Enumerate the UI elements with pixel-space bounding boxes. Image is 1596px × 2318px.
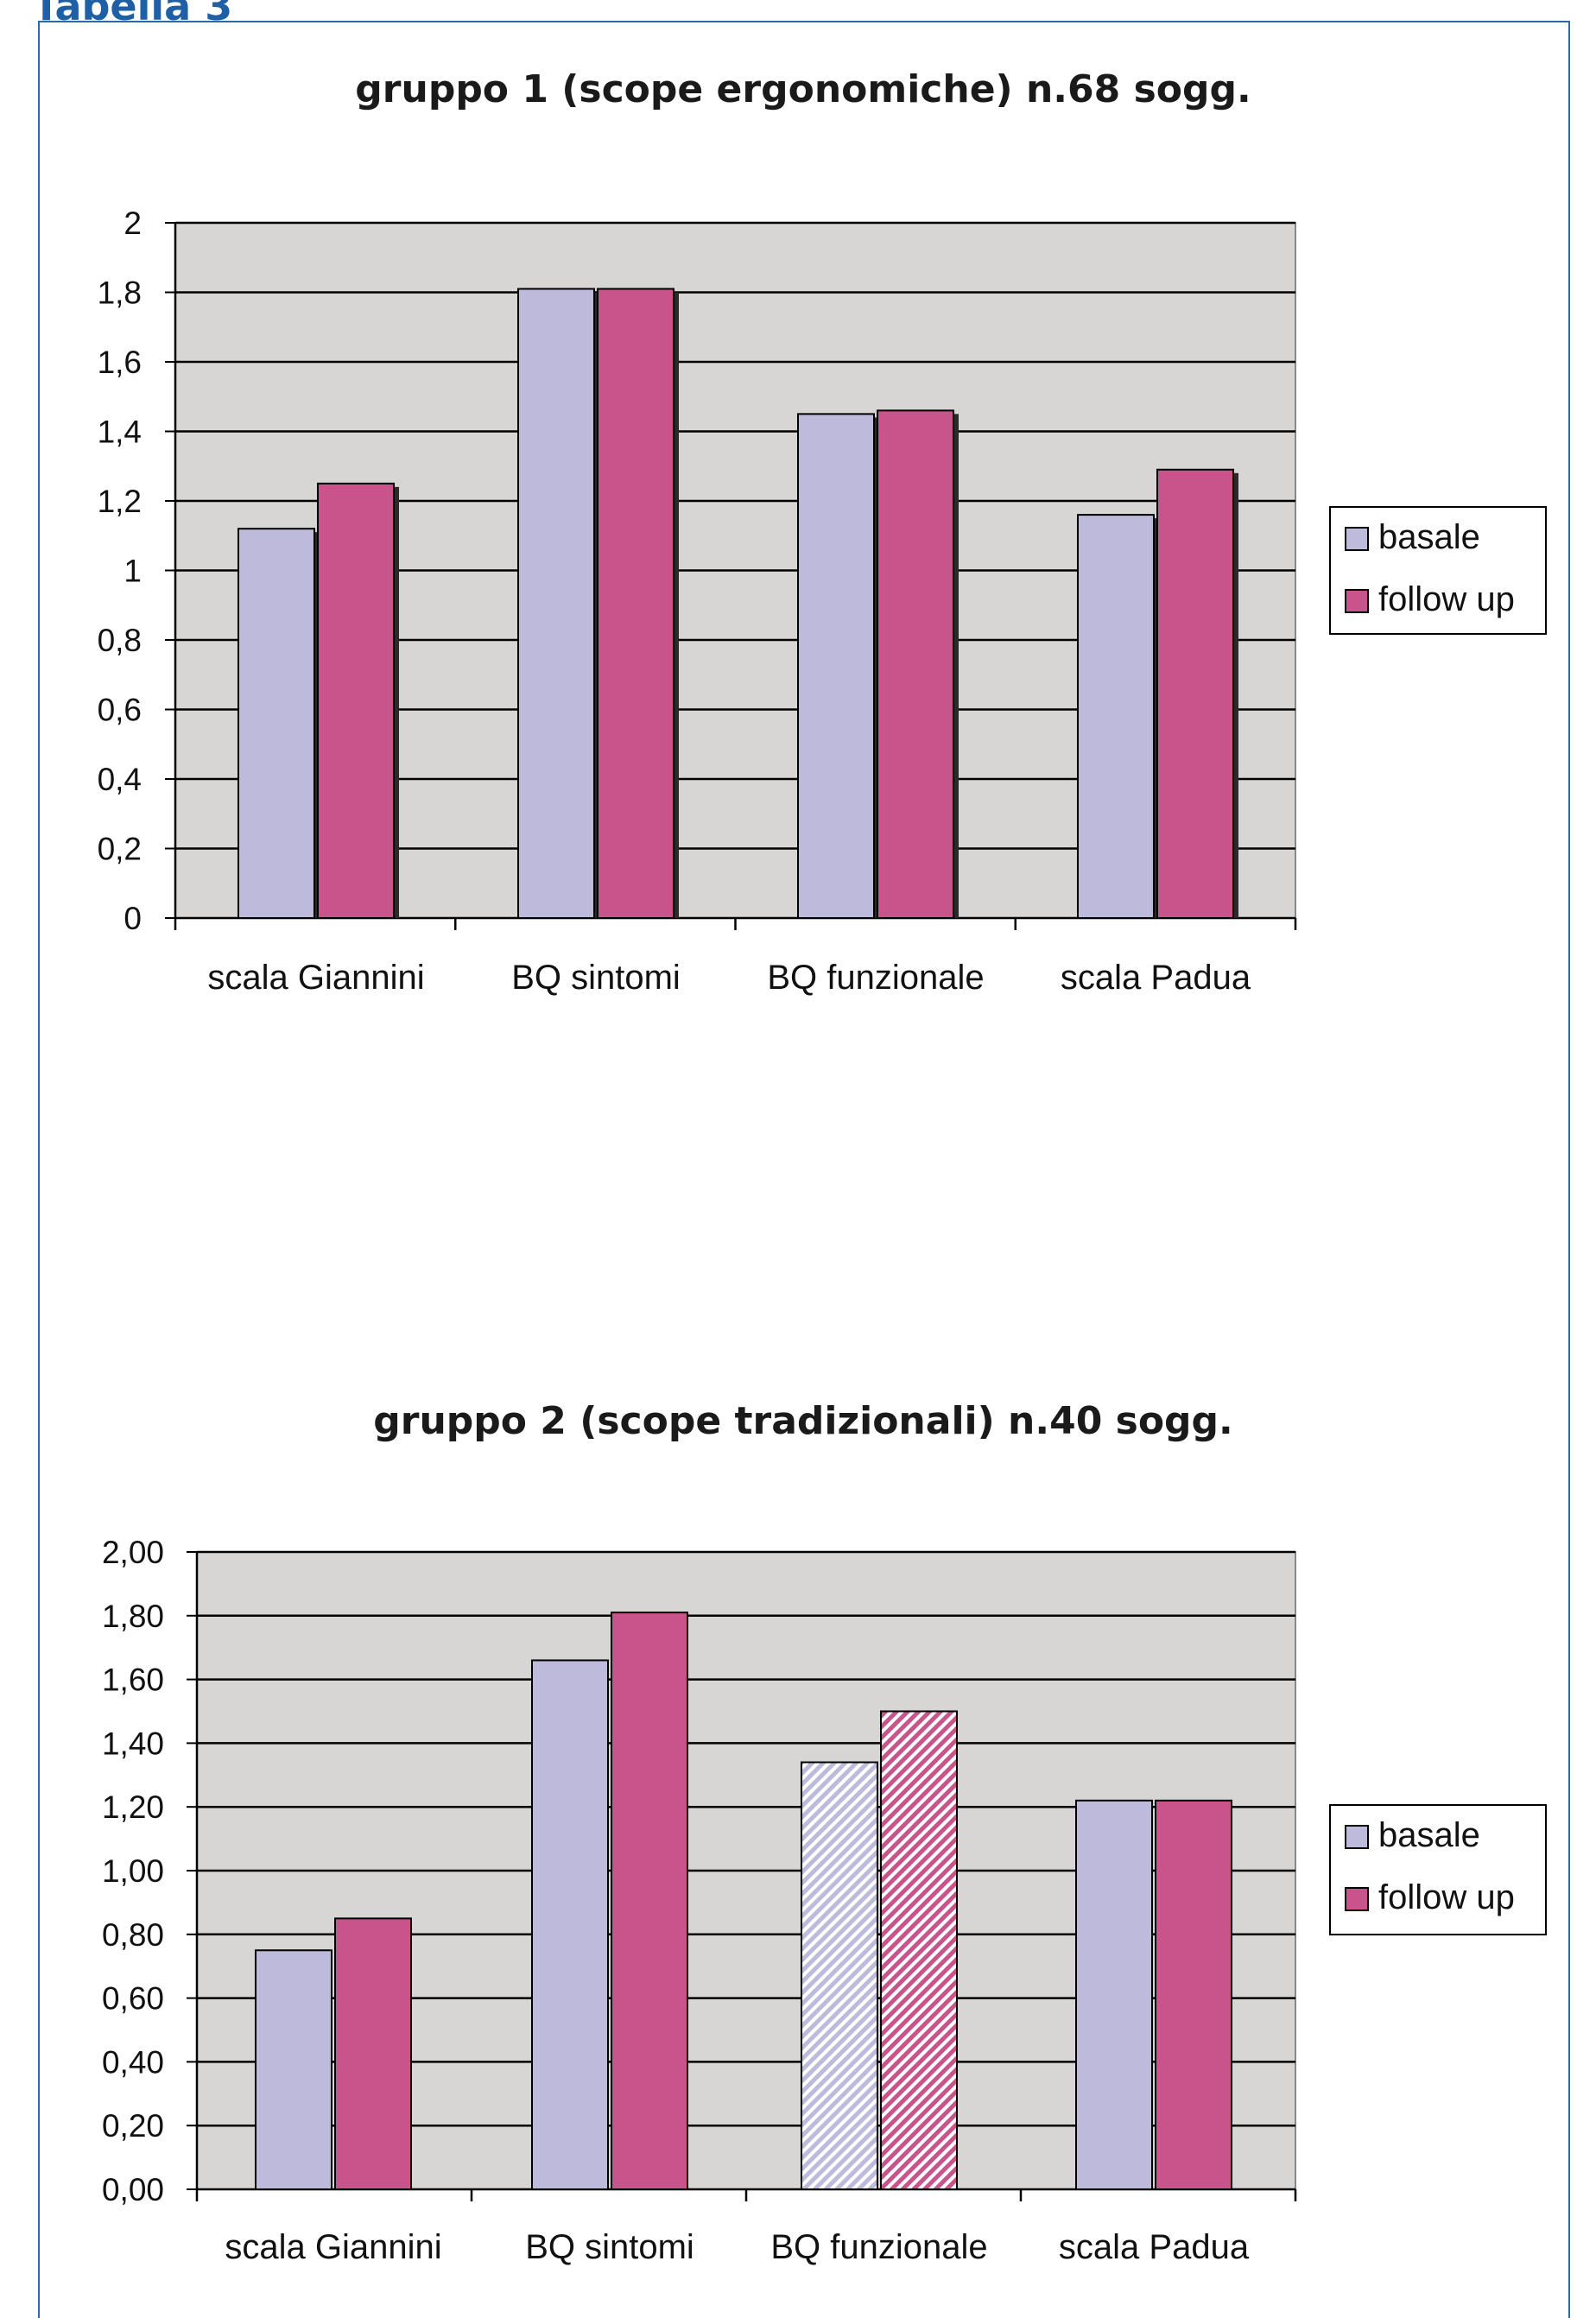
y-tick-label: 1,2: [98, 484, 142, 519]
y-tick-label: 1: [124, 554, 142, 589]
y-tick-label: 0,6: [98, 693, 142, 728]
legend: basale follow up: [1329, 506, 1547, 635]
x-category-label: BQ sintomi: [525, 2228, 694, 2266]
legend-swatch-follow-up: [1345, 589, 1369, 613]
bar-follow-up-scala-padua: [1155, 1799, 1232, 2191]
bar-follow-up-scala-giannini: [334, 1917, 412, 2191]
bar-follow-up-bq-funzionale: [877, 409, 954, 920]
y-tick-label: 0,20: [102, 2108, 164, 2144]
bar-basale-scala-padua: [1075, 1799, 1153, 2191]
legend-swatch-basale: [1345, 1825, 1369, 1849]
bar-follow-up-bq-sintomi: [611, 1612, 688, 2190]
y-tick-label: 0,40: [102, 2044, 164, 2080]
y-tick-label: 0,80: [102, 1917, 164, 1953]
legend-label-follow-up: follow up: [1378, 580, 1515, 618]
bar-basale-scala-giannini: [255, 1949, 332, 2190]
chart-gruppo-1: gruppo 1 (scope ergonomiche) n.68 sogg. 0…: [98, 67, 1547, 997]
x-category-label: scala Giannini: [225, 2228, 441, 2266]
legend-swatch-follow-up: [1345, 1887, 1369, 1911]
legend-label-basale: basale: [1378, 518, 1480, 556]
x-category-label: BQ funzionale: [770, 2228, 987, 2266]
y-tick-label: 0,4: [98, 762, 142, 797]
bar-follow-up-scala-giannini: [317, 482, 395, 919]
y-tick-label: 1,6: [98, 345, 142, 380]
y-tick-label: 0: [124, 901, 142, 936]
x-category-label: scala Padua: [1061, 959, 1251, 997]
bar-follow-up-bq-funzionale: [880, 1710, 958, 2190]
x-category-label: BQ funzionale: [767, 959, 984, 997]
bar-basale-bq-sintomi: [531, 1659, 609, 2190]
legend-label-follow-up: follow up: [1378, 1878, 1515, 1916]
x-category-label: BQ sintomi: [511, 959, 681, 997]
y-tick-label: 2: [124, 206, 142, 241]
bar-basale-bq-funzionale: [797, 413, 875, 919]
x-category-label: scala Giannini: [207, 959, 424, 997]
y-tick-label: 1,80: [102, 1599, 164, 1634]
y-tick-label: 0,00: [102, 2172, 164, 2207]
y-tick-label: 1,20: [102, 1789, 164, 1825]
figure-frame: [38, 21, 1570, 2318]
legend-label-basale: basale: [1378, 1816, 1480, 1854]
bar-basale-bq-funzionale: [801, 1761, 878, 2191]
y-tick-label: 1,4: [98, 415, 142, 450]
y-tick-label: 0,8: [98, 623, 142, 658]
y-tick-label: 0,2: [98, 832, 142, 867]
y-tick-label: 0,60: [102, 1981, 164, 2017]
legend-swatch-basale: [1345, 527, 1369, 551]
bar-basale-scala-giannini: [238, 528, 315, 919]
y-tick-label: 1,8: [98, 276, 142, 311]
bar-follow-up-scala-padua: [1156, 468, 1234, 919]
chart-title: gruppo 2 (scope tradizionali) n.40 sogg.: [373, 1399, 1233, 1443]
y-tick-label: 1,60: [102, 1662, 164, 1698]
bar-follow-up-bq-sintomi: [597, 288, 674, 920]
y-tick-label: 1,00: [102, 1853, 164, 1889]
bar-basale-bq-sintomi: [517, 288, 595, 920]
x-category-label: scala Padua: [1059, 2228, 1250, 2266]
y-tick-label: 1,40: [102, 1726, 164, 1761]
bar-basale-scala-padua: [1077, 514, 1155, 919]
chart-title: gruppo 1 (scope ergonomiche) n.68 sogg.: [355, 67, 1251, 111]
legend: basale follow up: [1329, 1804, 1547, 1935]
y-tick-label: 2,00: [102, 1535, 164, 1570]
